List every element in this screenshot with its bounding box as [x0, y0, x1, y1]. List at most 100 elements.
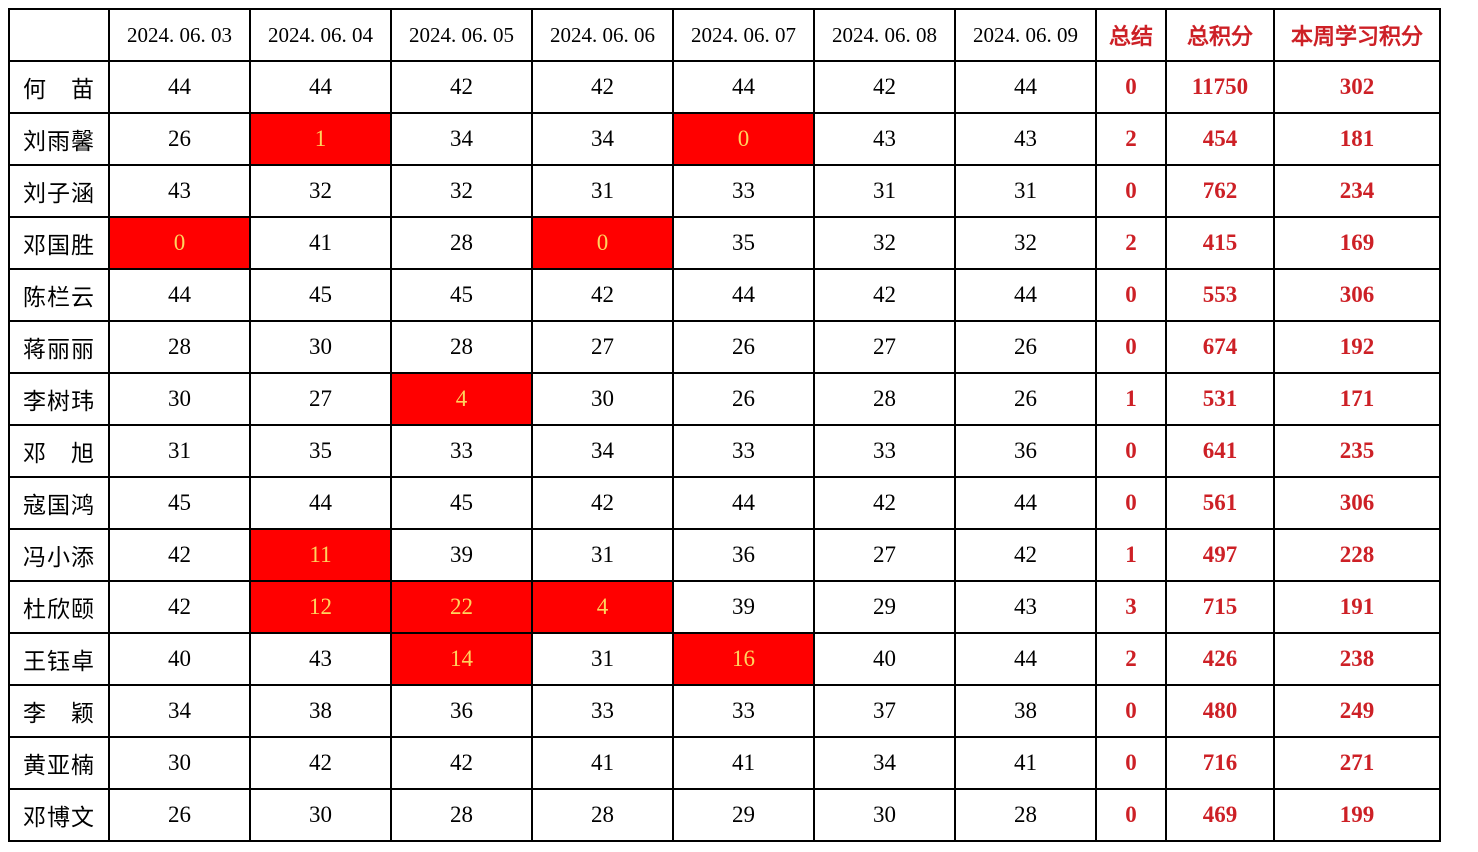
score-cell: 34 — [108, 684, 251, 738]
score-cell: 35 — [249, 424, 392, 478]
score-cell: 34 — [813, 736, 956, 790]
score-cell: 32 — [813, 216, 956, 270]
total-points-cell: 497 — [1165, 528, 1275, 582]
weekly-points-cell: 238 — [1273, 632, 1441, 686]
score-cell: 45 — [390, 476, 533, 530]
score-cell: 30 — [108, 736, 251, 790]
student-name: 邓博文 — [8, 788, 110, 842]
score-cell: 32 — [390, 164, 533, 218]
score-cell: 33 — [531, 684, 674, 738]
score-cell: 40 — [108, 632, 251, 686]
score-cell: 32 — [249, 164, 392, 218]
score-cell: 29 — [672, 788, 815, 842]
score-cell: 45 — [249, 268, 392, 322]
total-points-cell: 715 — [1165, 580, 1275, 634]
score-cell: 41 — [954, 736, 1097, 790]
weekly-points-cell: 234 — [1273, 164, 1441, 218]
total-points-cell: 561 — [1165, 476, 1275, 530]
score-cell: 31 — [813, 164, 956, 218]
score-cell: 42 — [531, 60, 674, 114]
summary-cell: 2 — [1095, 112, 1167, 166]
table-row: 王钰卓 40 43 14 31 16 40 44 2 426 238 — [8, 632, 1441, 686]
student-name: 蒋丽丽 — [8, 320, 110, 374]
total-points-cell: 716 — [1165, 736, 1275, 790]
score-cell: 28 — [390, 216, 533, 270]
score-cell-highlighted: 0 — [672, 112, 815, 166]
score-cell: 29 — [813, 580, 956, 634]
total-points-cell: 11750 — [1165, 60, 1275, 114]
total-points-cell: 674 — [1165, 320, 1275, 374]
score-cell: 30 — [249, 320, 392, 374]
summary-cell: 0 — [1095, 424, 1167, 478]
score-cell: 41 — [249, 216, 392, 270]
summary-cell: 0 — [1095, 60, 1167, 114]
header-row: 2024. 06. 03 2024. 06. 04 2024. 06. 05 2… — [8, 8, 1441, 62]
weekly-points-cell: 171 — [1273, 372, 1441, 426]
table-row: 李 颖 34 38 36 33 33 37 38 0 480 249 — [8, 684, 1441, 738]
score-cell: 28 — [813, 372, 956, 426]
score-cell: 42 — [531, 268, 674, 322]
weekly-points-cell: 191 — [1273, 580, 1441, 634]
total-points-cell: 426 — [1165, 632, 1275, 686]
table-row: 冯小添 42 11 39 31 36 27 42 1 497 228 — [8, 528, 1441, 582]
score-cell: 36 — [672, 528, 815, 582]
score-cell: 44 — [672, 268, 815, 322]
score-cell: 28 — [108, 320, 251, 374]
score-cell: 42 — [108, 528, 251, 582]
student-name: 李 颖 — [8, 684, 110, 738]
score-cell: 26 — [954, 372, 1097, 426]
score-cell: 33 — [390, 424, 533, 478]
score-cell: 34 — [531, 424, 674, 478]
table-row: 邓 旭 31 35 33 34 33 33 36 0 641 235 — [8, 424, 1441, 478]
total-points-cell: 531 — [1165, 372, 1275, 426]
student-name: 刘子涵 — [8, 164, 110, 218]
table-row: 陈栏云 44 45 45 42 44 42 44 0 553 306 — [8, 268, 1441, 322]
score-cell: 30 — [813, 788, 956, 842]
score-cell: 33 — [672, 684, 815, 738]
summary-cell: 0 — [1095, 476, 1167, 530]
weekly-points-cell: 306 — [1273, 476, 1441, 530]
score-cell: 42 — [390, 736, 533, 790]
score-cell: 42 — [249, 736, 392, 790]
score-cell-highlighted: 12 — [249, 580, 392, 634]
score-cell: 38 — [249, 684, 392, 738]
score-cell: 30 — [531, 372, 674, 426]
score-cell: 31 — [954, 164, 1097, 218]
date-header-7: 2024. 06. 09 — [954, 8, 1097, 62]
score-cell-highlighted: 1 — [249, 112, 392, 166]
score-cell: 40 — [813, 632, 956, 686]
table-row: 蒋丽丽 28 30 28 27 26 27 26 0 674 192 — [8, 320, 1441, 374]
weekly-points-cell: 306 — [1273, 268, 1441, 322]
score-cell: 26 — [108, 788, 251, 842]
weekly-points-cell: 302 — [1273, 60, 1441, 114]
total-points-cell: 415 — [1165, 216, 1275, 270]
weekly-points-cell: 235 — [1273, 424, 1441, 478]
student-name: 邓国胜 — [8, 216, 110, 270]
score-cell: 44 — [249, 476, 392, 530]
total-points-cell: 469 — [1165, 788, 1275, 842]
weekly-points-cell: 199 — [1273, 788, 1441, 842]
date-header-3: 2024. 06. 05 — [390, 8, 533, 62]
score-cell: 39 — [672, 580, 815, 634]
score-cell-highlighted: 16 — [672, 632, 815, 686]
score-cell: 42 — [813, 60, 956, 114]
score-cell: 27 — [813, 528, 956, 582]
summary-cell: 0 — [1095, 736, 1167, 790]
score-cell: 42 — [813, 476, 956, 530]
score-cell-highlighted: 11 — [249, 528, 392, 582]
score-cell: 44 — [954, 268, 1097, 322]
score-cell: 42 — [390, 60, 533, 114]
student-name: 陈栏云 — [8, 268, 110, 322]
weekly-points-cell: 192 — [1273, 320, 1441, 374]
weekly-points-cell: 181 — [1273, 112, 1441, 166]
score-cell: 45 — [390, 268, 533, 322]
score-cell: 34 — [531, 112, 674, 166]
score-cell: 41 — [531, 736, 674, 790]
student-name: 刘雨馨 — [8, 112, 110, 166]
score-cell: 26 — [672, 320, 815, 374]
student-name: 寇国鸿 — [8, 476, 110, 530]
score-cell: 43 — [249, 632, 392, 686]
table-row: 寇国鸿 45 44 45 42 44 42 44 0 561 306 — [8, 476, 1441, 530]
score-cell: 28 — [390, 788, 533, 842]
score-cell: 41 — [672, 736, 815, 790]
